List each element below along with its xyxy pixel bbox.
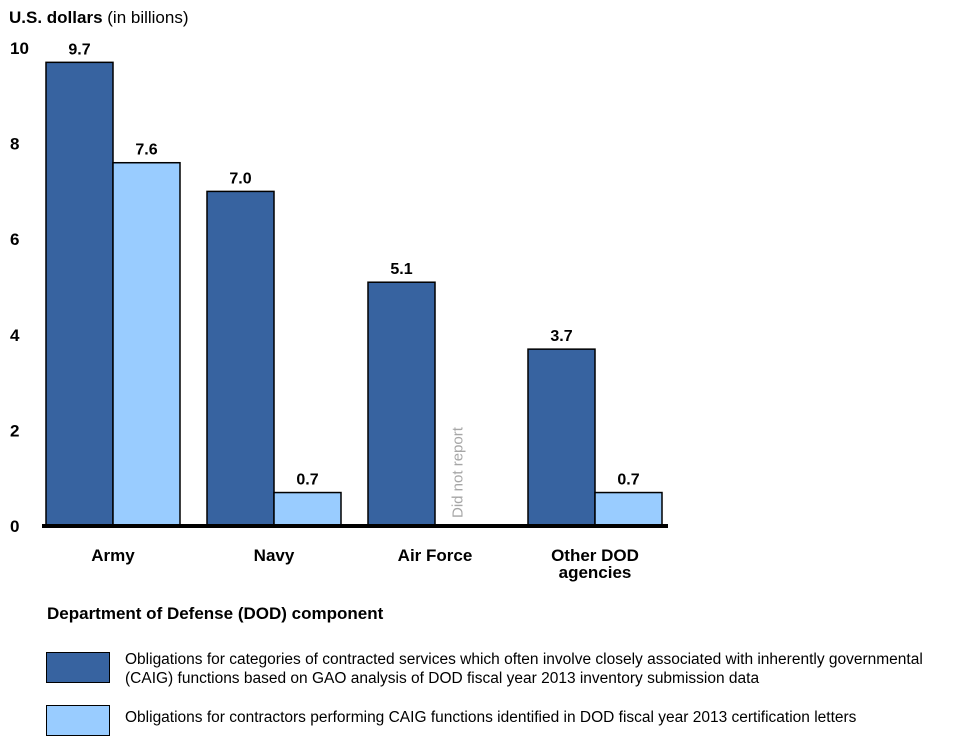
x-axis-title: Department of Defense (DOD) component: [47, 604, 384, 623]
bar: [206, 190, 275, 527]
y-tick-label: 2: [10, 421, 19, 440]
x-tick-label: Army: [91, 546, 135, 565]
bar: [45, 61, 114, 527]
bar-value-label: 9.7: [68, 41, 90, 58]
y-tick-label: 8: [10, 135, 19, 154]
y-tick-label: 0: [10, 517, 19, 536]
bar: [594, 491, 663, 527]
missing-data-note: Did not report: [450, 426, 467, 518]
y-axis-label: U.S. dollars (in billions): [9, 8, 189, 27]
bar-value-label: 3.7: [550, 328, 572, 345]
x-tick-label: agencies: [559, 563, 632, 582]
legend-label-series-2: Obligations for contractors performing C…: [125, 709, 857, 726]
legend-swatch-series-1: [46, 652, 110, 683]
x-tick-label: Other DOD: [551, 546, 639, 565]
bar: [367, 281, 436, 527]
bar: [527, 348, 596, 527]
legend-swatch-series-2: [46, 705, 110, 736]
x-tick-label: Air Force: [398, 546, 473, 565]
bar: [112, 161, 181, 527]
legend-label-series-1: Obligations for categories of contracted…: [125, 651, 923, 687]
bar-value-label: 5.1: [390, 261, 412, 278]
bar-value-label: 0.7: [296, 472, 318, 489]
bar-value-label: 7.6: [135, 142, 157, 159]
y-tick-label: 10: [10, 39, 29, 58]
y-tick-label: 4: [10, 326, 20, 345]
bar-value-label: 7.0: [229, 170, 251, 187]
bar-value-label: 0.7: [617, 472, 639, 489]
bar-chart: 0 2 4 6 8 10 9.7 7.6 Army 7.0 0.7 Navy 5.1 Did not re…: [10, 39, 668, 582]
x-tick-label: Navy: [254, 546, 295, 565]
bar: [273, 491, 342, 527]
y-tick-label: 6: [10, 230, 19, 249]
